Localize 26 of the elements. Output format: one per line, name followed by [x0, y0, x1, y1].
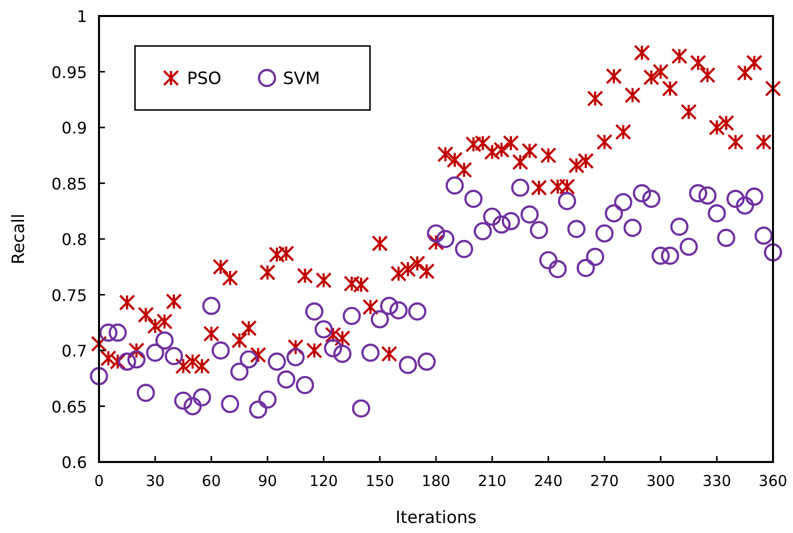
x-tick-label: 300 [646, 472, 675, 490]
x-tick-label: 30 [146, 472, 165, 490]
x-tick-label: 210 [478, 472, 506, 490]
legend-label: SVM [283, 69, 320, 89]
y-axis-title: Recall [9, 214, 29, 264]
y-tick-label: 0.75 [51, 286, 87, 305]
x-tick-label: 60 [202, 472, 221, 490]
y-tick-label: 0.8 [62, 230, 87, 249]
x-tick-label: 330 [702, 472, 732, 490]
x-tick-label: 360 [758, 472, 788, 490]
x-tick-label: 150 [366, 472, 394, 490]
x-tick-label: 90 [258, 472, 278, 490]
x-tick-label: 120 [309, 472, 338, 490]
y-tick-label: 1 [76, 7, 87, 26]
x-tick-label: 240 [534, 472, 563, 490]
y-tick-label: 0.65 [51, 397, 87, 416]
x-tick-label: 180 [422, 472, 450, 490]
y-tick-label: 0.6 [62, 453, 87, 472]
x-tick-label: 270 [590, 472, 619, 490]
legend-label: PSO [187, 69, 222, 89]
y-tick-label: 0.95 [51, 62, 87, 82]
y-tick-label: 0.9 [62, 118, 87, 138]
x-axis-title: Iterations [396, 508, 477, 528]
x-tick-label: 0 [94, 472, 104, 490]
y-tick-label: 0.7 [62, 342, 87, 360]
y-tick-label: 0.85 [51, 174, 87, 194]
